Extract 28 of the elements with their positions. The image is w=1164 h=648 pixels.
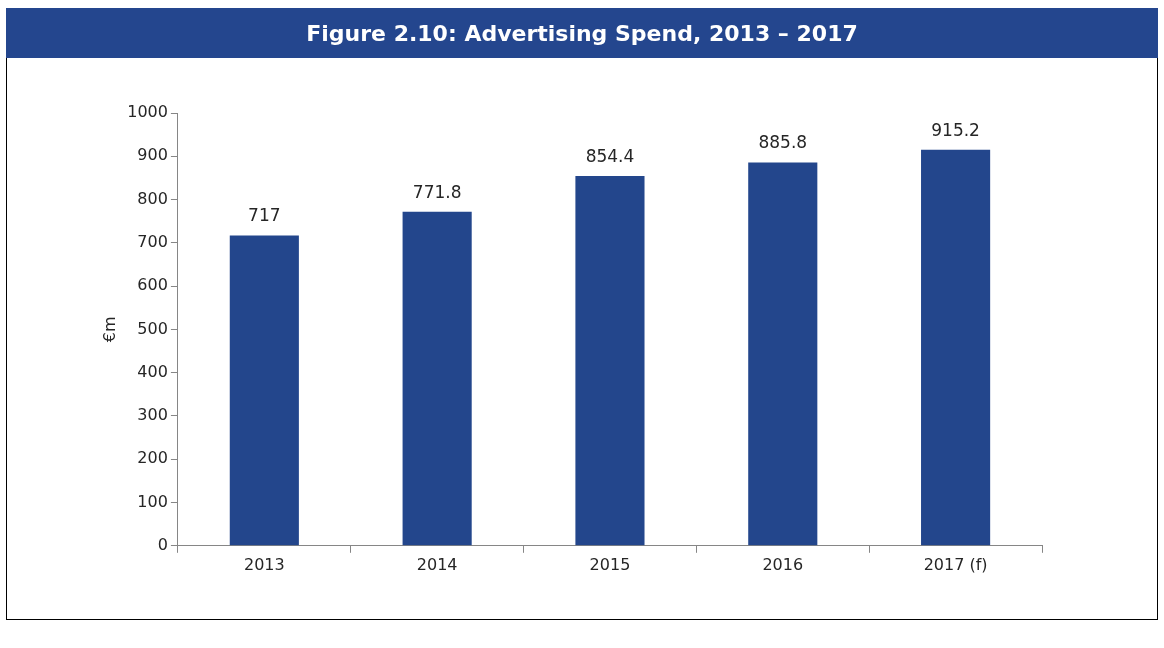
x-tick-label: 2014 bbox=[416, 554, 458, 574]
y-tick-label: 900 bbox=[137, 145, 168, 165]
bar bbox=[921, 149, 991, 546]
bar bbox=[229, 235, 299, 546]
data-label: 885.8 bbox=[758, 132, 808, 153]
x-tick-label: 2015 bbox=[589, 554, 631, 574]
y-axis-title: €m bbox=[99, 316, 119, 343]
y-tick-label: 0 bbox=[157, 534, 168, 554]
data-label: 915.2 bbox=[931, 119, 980, 140]
bar bbox=[575, 176, 645, 546]
data-label: 854.4 bbox=[585, 145, 635, 166]
y-tick-label: 400 bbox=[137, 361, 168, 381]
y-tick-label: 800 bbox=[137, 188, 168, 208]
y-tick-label: 700 bbox=[137, 232, 168, 251]
bar bbox=[402, 211, 472, 546]
y-tick-label: 200 bbox=[137, 448, 168, 468]
data-label: 717 bbox=[248, 205, 281, 226]
y-tick-label: 300 bbox=[137, 405, 168, 425]
y-tick-label: 100 bbox=[137, 491, 168, 511]
x-tick-label: 2016 bbox=[762, 554, 804, 574]
x-tick-label: 2013 bbox=[243, 554, 285, 574]
bar bbox=[748, 162, 818, 546]
chart-title: Figure 2.10: Advertising Spend, 2013 – 2017 bbox=[6, 8, 1158, 58]
x-tick-label: 2017 (f) bbox=[923, 554, 988, 574]
y-tick-label: 600 bbox=[137, 275, 168, 295]
data-label: 771.8 bbox=[412, 181, 462, 202]
y-tick-label: 1000 bbox=[127, 102, 168, 122]
y-tick-label: 500 bbox=[137, 318, 168, 338]
